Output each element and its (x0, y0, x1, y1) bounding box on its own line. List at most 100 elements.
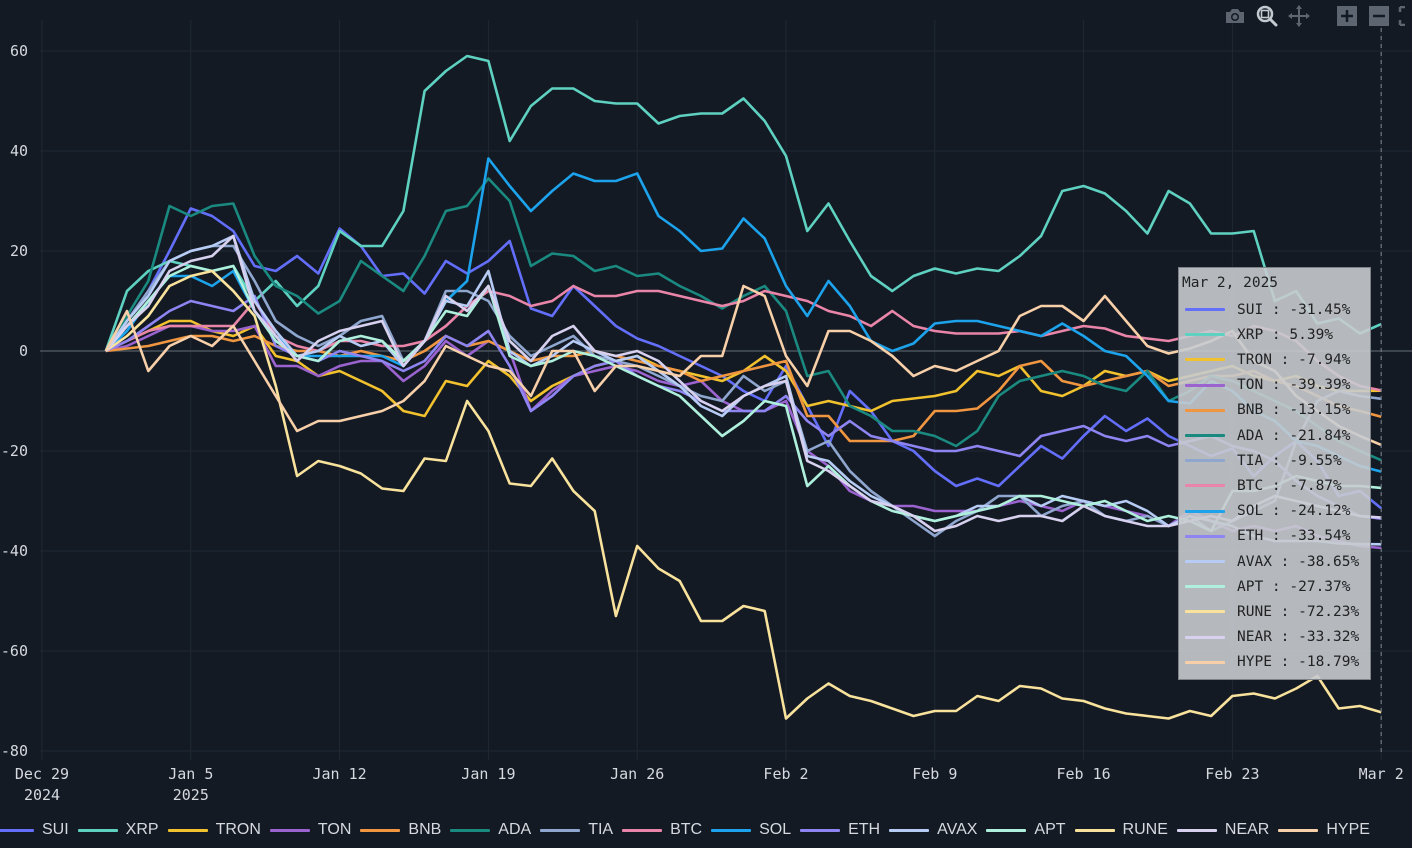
y-tick-label: -40 (1, 542, 28, 560)
x-tick-sublabel: 2024 (24, 786, 60, 804)
series-line-hype[interactable] (104, 284, 1382, 447)
legend-item-tron[interactable]: TRON (167, 821, 270, 839)
tooltip-text: TIA : -9.55% (1237, 452, 1342, 469)
legend-item-ton[interactable]: TON (269, 821, 360, 839)
autoscale-button[interactable] (1398, 5, 1412, 27)
series-line-sol[interactable] (104, 157, 1382, 473)
legend-swatch (167, 828, 208, 832)
series-lines (104, 54, 1383, 720)
tooltip-swatch (1185, 585, 1225, 589)
x-tick-label: Feb 2 (763, 765, 808, 783)
tooltip-row: BTC : -7.87% (1179, 473, 1342, 498)
legend-swatch (450, 828, 491, 832)
tooltip-swatch (1185, 408, 1225, 412)
legend-swatch (986, 828, 1027, 832)
legend-item-xrp[interactable]: XRP (77, 821, 168, 839)
x-tick-label: Jan 5 (168, 765, 213, 783)
x-tick-label: Jan 26 (610, 765, 664, 783)
tooltip-swatch (1185, 358, 1225, 362)
x-tick-label: Jan 19 (461, 765, 515, 783)
y-tick-label: -80 (1, 742, 28, 760)
legend-swatch (77, 828, 118, 832)
legend-item-btc[interactable]: BTC (622, 821, 711, 839)
legend-swatch (889, 828, 930, 832)
series-line-near[interactable] (104, 234, 1382, 533)
tooltip-swatch (1185, 509, 1225, 513)
tooltip-row: TIA : -9.55% (1179, 448, 1342, 473)
series-line-rune[interactable] (105, 269, 1382, 720)
pan-button[interactable] (1286, 5, 1312, 27)
tooltip-text: ADA : -21.84% (1237, 427, 1351, 444)
y-tick-label: 0 (19, 342, 28, 360)
camera-button[interactable] (1222, 5, 1248, 27)
x-tick-label: Mar 2 (1359, 765, 1404, 783)
tooltip-row: SUI : -31.45% (1179, 297, 1351, 322)
tooltip-text: TON : -39.39% (1237, 377, 1351, 394)
zoom-out-icon (1369, 6, 1389, 26)
tooltip-text: SOL : -24.12% (1237, 503, 1351, 520)
legend-swatch (0, 828, 34, 832)
legend-item-avax[interactable]: AVAX (889, 821, 986, 839)
grid-lines (40, 20, 1412, 760)
tooltip-row: RUNE : -72.23% (1179, 599, 1359, 624)
tooltip-text: BTC : -7.87% (1237, 477, 1342, 494)
series-line-sui[interactable] (104, 207, 1383, 510)
legend-swatch (622, 828, 663, 832)
y-axis-ticks: 60 40 20 0 -20 -40 -60 -80 (1, 42, 28, 760)
autoscale-icon (1398, 6, 1405, 26)
legend-swatch (269, 828, 310, 832)
tooltip-text: BNB : -13.15% (1237, 402, 1351, 419)
legend-item-hype[interactable]: HYPE (1278, 821, 1379, 839)
legend-item-rune[interactable]: RUNE (1074, 821, 1177, 839)
tooltip-swatch (1185, 333, 1225, 337)
y-tick-label: -60 (1, 642, 28, 660)
legend-item-apt[interactable]: APT (986, 821, 1074, 839)
legend-label: HYPE (1326, 821, 1370, 838)
tooltip-row: SOL : -24.12% (1179, 499, 1351, 524)
tooltip-swatch (1185, 383, 1225, 387)
series-line-xrp[interactable] (104, 54, 1382, 352)
camera-icon (1226, 9, 1244, 23)
y-tick-label: 40 (10, 142, 28, 160)
tooltip-text: APT : -27.37% (1237, 578, 1351, 595)
tooltip-swatch (1185, 484, 1225, 488)
y-tick-label: 20 (10, 242, 28, 260)
x-tick-label: Feb 23 (1205, 765, 1259, 783)
tooltip-text: HYPE : -18.79% (1237, 654, 1360, 671)
legend-label: SOL (759, 821, 792, 838)
tooltip-swatch (1185, 635, 1225, 639)
legend-label: NEAR (1224, 821, 1270, 838)
legend-swatch (800, 828, 841, 832)
tooltip-text: NEAR : -33.32% (1237, 629, 1360, 646)
tooltip-swatch (1185, 308, 1225, 311)
x-tick-sublabel: 2025 (173, 786, 209, 804)
zoom-button[interactable] (1254, 5, 1280, 27)
tooltip-row: BNB : -13.15% (1179, 398, 1351, 423)
tooltip-text: RUNE : -72.23% (1237, 603, 1360, 620)
x-tick-label: Feb 16 (1057, 765, 1111, 783)
legend-swatch (1278, 828, 1319, 832)
legend-item-sol[interactable]: SOL (711, 821, 800, 839)
series-line-apt[interactable] (104, 264, 1382, 533)
tooltip-text: AVAX : -38.65% (1237, 553, 1360, 570)
legend-label: BTC (670, 821, 703, 838)
hover-tooltip: Mar 2, 2025 SUI : -31.45% XRP : 5.39% TRON… (1178, 267, 1371, 680)
tooltip-row: NEAR : -33.32% (1179, 625, 1359, 650)
tooltip-row: ETH : -33.54% (1179, 524, 1351, 549)
legend-item-sui[interactable]: SUI (0, 821, 78, 839)
zoom-in-button[interactable] (1334, 5, 1360, 27)
tooltip-row: AVAX : -38.65% (1179, 549, 1359, 574)
y-tick-label: -20 (1, 442, 28, 460)
legend-item-ada[interactable]: ADA (450, 821, 540, 839)
legend-item-near[interactable]: NEAR (1176, 821, 1278, 839)
modebar-toolbar (1222, 4, 1412, 28)
legend-item-tia[interactable]: TIA (540, 821, 622, 839)
legend-label: TRON (215, 821, 261, 838)
legend-item-bnb[interactable]: BNB (360, 821, 450, 839)
tooltip-text: XRP : 5.39% (1237, 326, 1334, 343)
legend-label: APT (1034, 821, 1066, 838)
zoom-out-button[interactable] (1366, 5, 1392, 27)
legend-item-eth[interactable]: ETH (800, 821, 889, 839)
legend-label: ETH (848, 821, 881, 838)
